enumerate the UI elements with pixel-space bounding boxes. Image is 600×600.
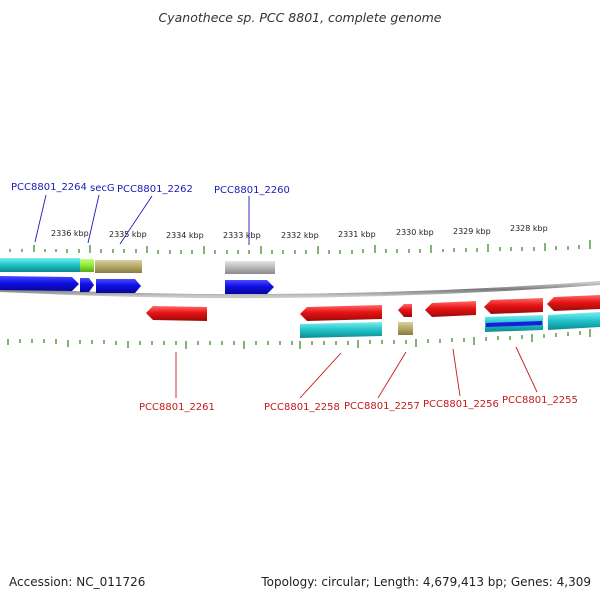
map-title: Cyanothece sp. PCC 8801, complete genome [158,10,442,25]
forward-cds-arrow [80,278,94,292]
gene-label-bottom: PCC8801_2255 [502,395,578,406]
cog-segment-green [80,259,94,272]
cog-segment-khaki [95,260,142,273]
cog-segment-cyan [300,322,382,338]
lower-tick-ring [7,329,591,349]
gene-label-top: PCC8801_2260 [214,185,290,196]
forward-cds-arrow [96,279,141,293]
scale-label: 2328 kbp [510,224,548,233]
gene-label-bottom: PCC8801_2258 [264,402,340,413]
scale-label: 2334 kbp [166,231,204,240]
scale-labels: 2336 kbp 2335 kbp 2334 kbp 2333 kbp 2332… [51,224,548,240]
cog-segment-khaki [398,322,413,335]
reverse-cds-arrow [300,305,382,321]
scale-label: 2336 kbp [51,229,89,238]
scale-label: 2333 kbp [223,231,261,240]
gene-label-bottom: PCC8801_2261 [139,402,215,413]
forward-cds-arrow [0,276,79,291]
reverse-cds-arrow [146,306,207,321]
reverse-cds-arrow [425,301,476,317]
bottom-gene-callouts: PCC8801_2261 PCC8801_2258 PCC8801_2257 P… [139,346,578,413]
upper-tick-ring [9,240,591,254]
scale-label: 2335 kbp [109,230,147,239]
top-gene-callouts: PCC8801_2264 secG PCC8801_2262 PCC8801_2… [11,182,290,245]
accession-text: Accession: NC_011726 [9,575,146,589]
gene-label-bottom: PCC8801_2257 [344,401,420,412]
reverse-cds-arrow [547,295,600,311]
reverse-cds-track [146,295,600,321]
genome-backbone [0,281,600,299]
scale-label: 2331 kbp [338,230,376,239]
gene-label-top: PCC8801_2264 [11,182,87,193]
genome-summary-text: Topology: circular; Length: 4,679,413 bp… [261,575,591,589]
reverse-cds-arrow [484,298,543,314]
gene-label-top: secG [90,183,115,194]
forward-cds-arrow [225,280,274,294]
scale-label: 2329 kbp [453,227,491,236]
reverse-cds-arrow [398,304,412,317]
cog-segment-grey [225,261,275,274]
scale-label: 2330 kbp [396,228,434,237]
forward-cds-track [0,276,274,294]
cog-segment-blue-band [486,321,542,327]
cog-segment-cyan [0,258,80,272]
reverse-cog-track [300,312,600,338]
cog-segment-cyan [548,312,600,330]
forward-cog-track [0,258,275,274]
gene-label-top: PCC8801_2262 [117,184,193,195]
scale-label: 2332 kbp [281,231,319,240]
gene-label-bottom: PCC8801_2256 [423,399,499,410]
